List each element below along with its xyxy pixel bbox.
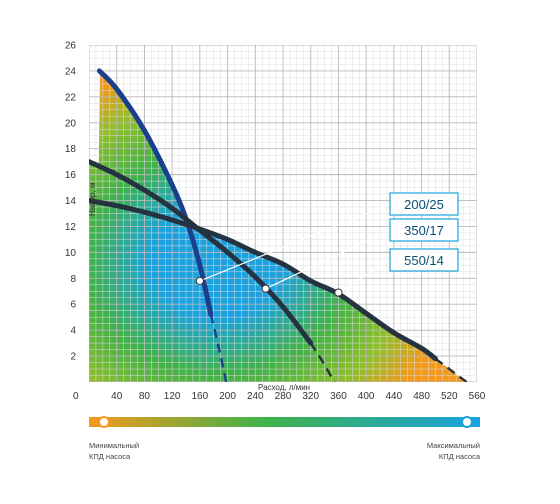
leader-line	[338, 259, 391, 294]
x-tick-label: 40	[111, 391, 123, 402]
y-tick-label: 26	[65, 41, 77, 52]
model-label-box	[389, 248, 459, 272]
legend-max-label-line2: КПД насоса	[439, 452, 481, 461]
operating-point-marker	[261, 284, 270, 293]
x-tick-label: 80	[139, 391, 151, 402]
y-tick-label: 16	[65, 170, 77, 181]
y-tick-label: 14	[65, 196, 77, 207]
curve-550-14	[89, 198, 438, 362]
legend-min-label-line2: КПД насоса	[89, 452, 131, 461]
y-tick-label: 6	[70, 300, 76, 311]
model-label: 550/14	[404, 253, 444, 268]
curve-dashed-550-14	[434, 357, 468, 382]
callouts: 200/25 350/17 550/14	[195, 192, 459, 297]
y-tick-label: 18	[65, 144, 77, 155]
operating-point-marker	[334, 288, 343, 297]
efficiency-legend: Минимальный КПД насоса Максимальный КПД …	[89, 416, 481, 461]
model-label-box	[389, 192, 459, 216]
model-label: 350/17	[404, 223, 444, 238]
tick-labels: 40 80 120 160 200 240 280 320 360 400 440 480 520 560…	[65, 41, 486, 403]
model-label-box	[389, 218, 459, 242]
curve-200-25	[96, 68, 214, 318]
legend-min-label-line1: Минимальный	[89, 441, 139, 450]
x-tick-label: 440	[386, 391, 403, 402]
y-tick-label: 4	[70, 326, 76, 337]
y-tick-label: 22	[65, 92, 77, 103]
legend-max-label-line1: Максимальный	[427, 441, 480, 450]
x-tick-label: 200	[219, 391, 236, 402]
leader-line	[199, 203, 391, 282]
y-tick-label: 24	[65, 66, 77, 77]
origin-label: 0	[73, 391, 79, 402]
x-tick-label: 280	[275, 391, 292, 402]
leader-line	[265, 229, 391, 290]
y-axis-label: Напор, м	[88, 183, 97, 216]
x-tick-label: 360	[330, 391, 347, 402]
x-tick-label: 400	[358, 391, 375, 402]
operating-point-marker	[195, 276, 204, 285]
curves	[89, 68, 468, 382]
x-tick-label: 480	[413, 391, 430, 402]
y-tick-label: 2	[70, 352, 76, 363]
x-tick-label: 320	[302, 391, 319, 402]
x-tick-label: 520	[441, 391, 458, 402]
x-tick-label: 560	[469, 391, 486, 402]
y-tick-label: 20	[65, 118, 77, 129]
legend-min-marker	[98, 416, 110, 428]
y-tick-label: 12	[65, 222, 77, 233]
y-tick-label: 10	[65, 248, 77, 259]
x-tick-label: 160	[192, 391, 209, 402]
x-axis-label: Расход, л/мин	[258, 383, 310, 392]
efficiency-area	[89, 57, 467, 382]
curve-dashed-350-17	[309, 342, 336, 382]
model-label: 200/25	[404, 197, 444, 212]
legend-max-marker	[461, 416, 473, 428]
legend-gradient-bar	[89, 417, 480, 427]
curve-dashed-200-25	[209, 314, 228, 382]
x-tick-label: 240	[247, 391, 264, 402]
x-tick-label: 120	[164, 391, 181, 402]
y-tick-label: 8	[70, 274, 76, 285]
